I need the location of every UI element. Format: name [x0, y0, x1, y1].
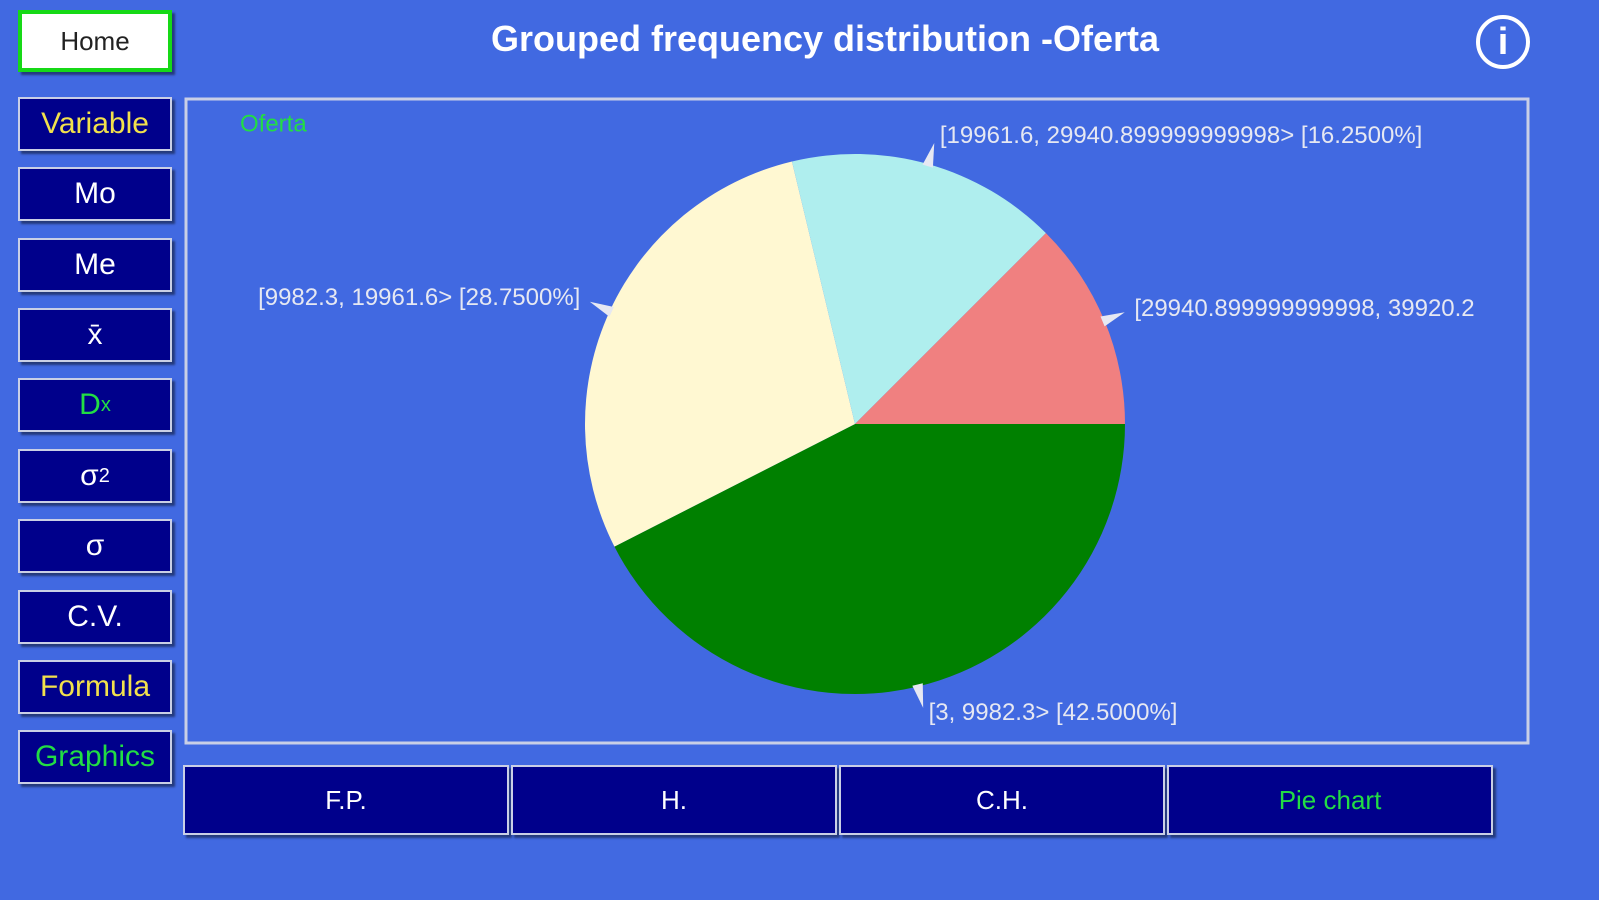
slice-label: [19961.6, 29940.899999999998> [16.2500%] — [940, 123, 1422, 150]
tab-button[interactable]: C.H. — [839, 765, 1165, 835]
graphics-button[interactable]: Graphics — [18, 730, 172, 784]
mean-button[interactable]: x̄ — [18, 308, 172, 362]
slice-category: [9982.3, 19961.6> — [258, 285, 452, 312]
slice-value-label: [16.2500%] — [1301, 123, 1422, 150]
slice-category: [3, 9982.3> — [929, 699, 1050, 726]
legend-label: Oferta — [240, 110, 307, 137]
label-callout — [922, 142, 935, 168]
pie-slice — [614, 424, 1125, 695]
cv-button[interactable]: C.V. — [18, 590, 172, 644]
slice-label: [9982.3, 19961.6> [28.7500%] — [258, 285, 580, 312]
slice-category: [19961.6, 29940.899999999998> — [940, 123, 1294, 150]
button-subscript: x — [100, 393, 111, 416]
home-button[interactable]: Home — [18, 10, 172, 72]
slice-value-label: [28.7500%] — [459, 285, 580, 312]
button-label: σ — [80, 459, 99, 492]
tab-button[interactable]: Pie chart — [1167, 765, 1493, 835]
pie-slice — [855, 233, 1125, 424]
pie-slice — [791, 154, 1046, 425]
pie-slice — [585, 161, 855, 547]
slice-label: [29940.899999999998, 39920.2 — [1134, 295, 1474, 322]
button-label: D — [79, 388, 101, 421]
plot-area: [3, 9982.3> [42.5000%] [9982.3, 19961.6> … — [258, 123, 1475, 727]
std-dev-button[interactable]: σ — [18, 519, 172, 573]
tab-button[interactable]: F.P. — [183, 765, 509, 835]
label-callout — [912, 683, 924, 708]
slice-category: [29940.899999999998, 39920.2 — [1134, 295, 1474, 322]
tab-button[interactable]: H. — [511, 765, 837, 835]
slice-label: [3, 9982.3> [42.5000%] — [929, 699, 1178, 726]
page-title: Grouped frequency distribution -Oferta — [490, 18, 1160, 59]
formula-button[interactable]: Formula — [18, 660, 172, 714]
info-button[interactable]: i — [1476, 15, 1530, 69]
label-callout — [589, 301, 614, 317]
median-button[interactable]: Me — [18, 238, 172, 292]
label-callout — [1100, 312, 1125, 327]
variable-button[interactable]: Variable — [18, 97, 172, 151]
slice-value-label: [42.5000%] — [1056, 699, 1177, 726]
mode-button[interactable]: Mo — [18, 167, 172, 221]
button-superscript: 2 — [98, 464, 110, 487]
chart-frame — [184, 97, 1530, 745]
